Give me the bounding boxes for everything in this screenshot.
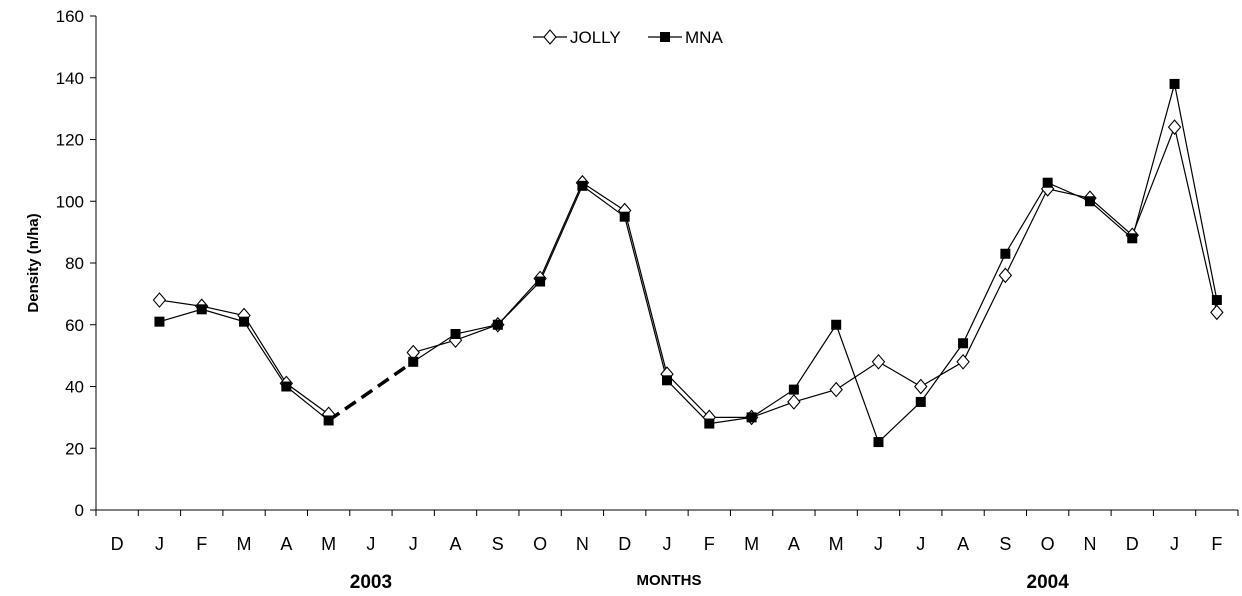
year-label: 2004 — [1027, 572, 1070, 593]
point-mna — [1042, 177, 1053, 188]
point-mna — [281, 381, 292, 392]
point-mna — [577, 180, 588, 191]
x-tick-label: O — [533, 534, 547, 554]
x-tick-label: F — [196, 534, 207, 554]
x-axis-title: MONTHS — [637, 572, 702, 589]
point-jolly — [829, 381, 843, 398]
x-tick-label: F — [1211, 534, 1222, 554]
point-mna — [408, 356, 419, 367]
legend-label-jolly: JOLLY — [570, 28, 621, 47]
point-mna — [535, 276, 546, 287]
x-tick-label: F — [704, 534, 715, 554]
x-tick-label: J — [1170, 534, 1179, 554]
legend: JOLLY MNA — [533, 28, 723, 47]
point-jolly — [152, 292, 167, 308]
interpolation-dashed-line — [327, 360, 415, 422]
x-tick-label: D — [111, 534, 124, 554]
year-labels: 2003 2004 — [350, 572, 1069, 593]
point-mna — [1000, 248, 1011, 259]
y-tick-label: 120 — [56, 131, 84, 150]
x-tick-label: J — [916, 534, 925, 554]
point-mna — [746, 412, 757, 423]
point-mna — [619, 211, 630, 222]
y-tick-label: 160 — [56, 7, 84, 26]
x-tick-label: D — [1126, 534, 1139, 554]
point-jolly — [787, 394, 801, 410]
x-tick-label: D — [618, 534, 631, 554]
y-axis-title: Density (n/ha) — [25, 213, 42, 312]
point-mna — [323, 415, 334, 426]
y-tick-label: 60 — [65, 316, 84, 335]
y-tick-label: 100 — [56, 192, 84, 211]
x-tick-label: N — [576, 534, 589, 554]
x-tick-label: S — [492, 534, 504, 554]
y-tick-label: 20 — [65, 439, 84, 458]
point-jolly — [998, 267, 1013, 284]
point-mna — [1211, 295, 1222, 306]
point-jolly — [914, 378, 928, 395]
legend-label-mna: MNA — [685, 28, 723, 47]
y-tick-label: 0 — [75, 501, 84, 520]
x-tick-label: J — [366, 534, 375, 554]
point-mna — [958, 338, 969, 349]
year-label: 2003 — [350, 572, 392, 593]
x-tick-label: M — [321, 534, 336, 554]
point-mna — [831, 319, 842, 330]
point-mna — [1169, 78, 1180, 89]
series-markers — [152, 78, 1224, 448]
point-mna — [450, 329, 461, 340]
point-mna — [873, 437, 884, 448]
x-tick-label: M — [237, 534, 252, 554]
legend-marker-mna — [660, 32, 670, 42]
point-mna — [704, 418, 715, 429]
x-tick-label: J — [663, 534, 672, 554]
point-mna — [915, 396, 926, 407]
series-line-jolly — [413, 125, 1218, 418]
y-axis-ticks: 0 20 40 60 80 100 120 140 160 — [56, 7, 96, 520]
y-tick-label: 80 — [65, 254, 84, 273]
x-tick-label: M — [744, 534, 759, 554]
point-mna — [239, 316, 250, 327]
point-mna — [154, 316, 165, 327]
y-tick-label: 40 — [65, 378, 84, 397]
point-jolly — [871, 353, 886, 370]
point-mna — [788, 384, 799, 395]
point-mna — [196, 304, 207, 315]
legend-marker-jolly — [543, 29, 557, 45]
x-tick-label: N — [1083, 534, 1096, 554]
x-tick-label: A — [280, 534, 292, 554]
point-mna — [1084, 196, 1095, 207]
point-mna — [492, 319, 503, 330]
point-jolly — [1167, 119, 1182, 135]
series-lines — [159, 83, 1218, 444]
x-tick-label: A — [450, 534, 462, 554]
point-mna — [1127, 233, 1138, 244]
point-mna — [662, 375, 672, 386]
series-line-mna — [412, 83, 1218, 444]
x-tick-label: A — [788, 534, 800, 554]
x-tick-label: S — [999, 534, 1011, 554]
x-tick-label: M — [829, 534, 844, 554]
axes — [95, 16, 1238, 511]
y-tick-label: 140 — [56, 69, 84, 88]
x-tick-label: J — [874, 534, 883, 554]
point-jolly — [1210, 304, 1224, 321]
x-tick-label: O — [1041, 534, 1055, 554]
point-jolly — [956, 353, 970, 370]
x-tick-label: J — [155, 534, 164, 554]
x-tick-label: J — [409, 534, 418, 554]
x-tick-label: A — [957, 534, 969, 554]
